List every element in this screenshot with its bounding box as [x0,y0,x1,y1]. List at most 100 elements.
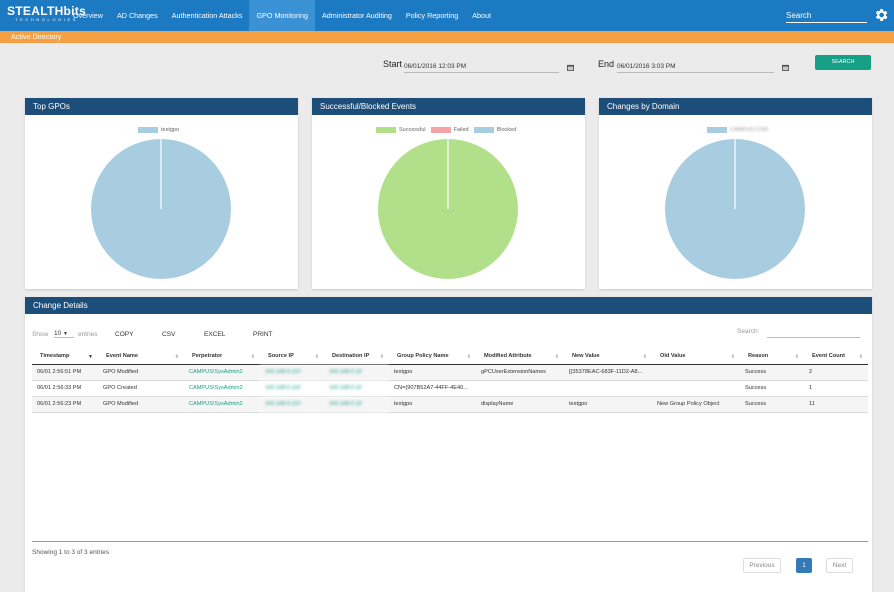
cell-modified-attribute: displayName [476,396,564,413]
legend-entry[interactable]: Failed [430,127,469,133]
cell-reason: Success [740,364,804,381]
app-logo[interactable]: STEALTHbits TECHNOLOGIES [7,5,86,23]
calendar-icon[interactable] [567,64,574,71]
cell-destination-ip[interactable]: 192.168.0.10 [324,380,389,397]
next-page-button[interactable]: Next [826,558,853,573]
col-label: Group Policy Name [397,353,449,360]
table-bottom-border [32,541,868,542]
cell-source-ip[interactable]: 192.168.0.110 [260,396,324,413]
sort-icon: ⬍ [250,354,255,360]
nav-item-about[interactable]: About [472,11,492,20]
col-header-group-policy-name[interactable]: Group Policy Name ⬍ [389,349,476,365]
sort-icon: ⬍ [466,354,471,360]
excel-button[interactable]: EXCEL [204,331,226,338]
panel-title: Change Details [25,297,872,314]
chevron-down-icon: ▼ [63,331,68,337]
sort-icon: ⬍ [554,354,559,360]
legend-label: CAMPUS.COM [730,127,768,133]
cell-modified-attribute [476,380,564,397]
events-pie-chart [378,139,518,279]
start-label: Start [383,59,403,69]
sort-icon: ⬍ [379,354,384,360]
cell-reason: Success [740,380,804,397]
cell-perpetrator[interactable]: CAMPUS\SysAdmin2 [184,396,260,413]
legend-label: Successful [399,127,426,133]
calendar-icon[interactable] [782,64,789,71]
col-label: Destination IP [332,353,370,360]
page-1-button[interactable]: 1 [796,558,812,573]
col-label: Perpetrator [192,353,223,360]
cell-source-ip[interactable]: 192.168.0.110 [260,380,324,397]
legend-label: Failed [453,127,469,133]
sort-icon: ⬍ [642,354,647,360]
col-header-destination-ip[interactable]: Destination IP ⬍ [324,349,389,365]
col-label: Timestamp [40,353,70,360]
cell-perpetrator[interactable]: CAMPUS\SysAdmin2 [184,380,260,397]
cell-old-value [652,380,740,397]
table-row[interactable]: 06/01 2:56:33 PM GPO Created CAMPUS\SysA… [32,380,868,397]
col-label: Event Count [812,353,845,360]
cell-event-count: 2 [804,364,868,381]
cell-new-value [564,380,652,397]
col-header-reason[interactable]: Reason ⬍ [740,349,804,365]
cell-destination-ip[interactable]: 192.168.0.10 [324,396,389,413]
col-header-modified-attribute[interactable]: Modified Attribute ⬍ [476,349,564,365]
print-button[interactable]: PRINT [253,331,273,338]
col-header-timestamp[interactable]: Timestamp ▼ [32,349,98,365]
search-button[interactable]: SEARCH [815,55,871,70]
end-date-input[interactable] [617,60,774,73]
previous-page-button[interactable]: Previous [743,558,781,573]
table-row[interactable]: 06/01 2:56:51 PM GPO Modified CAMPUS\Sys… [32,364,868,381]
col-label: Old Value [660,353,686,360]
cell-old-value [652,364,740,381]
sort-icon: ⬍ [794,354,799,360]
copy-button[interactable]: COPY [115,331,134,338]
table-row[interactable]: 06/01 2:56:23 PM GPO Modified CAMPUS\Sys… [32,396,868,413]
cell-event-name: GPO Created [98,380,184,397]
nav-item-gpo-monitoring[interactable]: GPO Monitoring [249,0,315,31]
domains-panel: Changes by Domain CAMPUS.COM [599,98,872,289]
start-date-input[interactable] [404,60,559,73]
legend-entry[interactable]: testgpo [138,127,179,133]
col-label: New Value [572,353,600,360]
legend-entry[interactable]: Successful [376,127,426,133]
cell-destination-ip[interactable]: 192.168.0.10 [324,364,389,381]
entries-label: entries [78,331,98,338]
page-size-value: 10 [54,330,62,337]
table-search-input[interactable] [767,327,860,338]
page-size-select[interactable]: 10 ▼ [54,330,74,338]
nav-item-ad-changes[interactable]: AD Changes [116,11,158,20]
nav-item-policy-reporting[interactable]: Policy Reporting [405,11,459,20]
nav-item-administrator-auditing[interactable]: Administrator Auditing [322,11,392,20]
panel-title: Successful/Blocked Events [312,98,585,115]
global-search-input[interactable] [786,9,867,23]
nav-item-authentication-attacks[interactable]: Authentication Attacks [171,11,243,20]
col-header-perpetrator[interactable]: Perpetrator ⬍ [184,349,260,365]
sort-icon: ⬍ [858,354,863,360]
legend-swatch [473,127,494,133]
cell-event-name: GPO Modified [98,364,184,381]
cell-group-policy-name: testgpo [389,396,476,413]
top-gpos-panel: Top GPOs testgpo [25,98,298,289]
gear-icon[interactable] [873,7,889,23]
col-header-old-value[interactable]: Old Value ⬍ [652,349,740,365]
cell-source-ip[interactable]: 192.168.0.110 [260,364,324,381]
table-search-label: Search: [737,328,760,335]
csv-button[interactable]: CSV [162,331,176,338]
top-navbar: STEALTHbits TECHNOLOGIES Overview AD Cha… [0,0,894,31]
col-header-event-count[interactable]: Event Count ⬍ [804,349,868,365]
col-header-new-value[interactable]: New Value ⬍ [564,349,652,365]
cell-new-value: [{35378EAC-683F-11D2-A8... [564,364,652,381]
legend-entry[interactable]: CAMPUS.COM [707,127,768,133]
col-header-event-name[interactable]: Event Name ⬍ [98,349,184,365]
col-label: Event Name [106,353,139,360]
chart-legend: CAMPUS.COM [707,126,773,134]
section-title: Active Directory [11,32,62,41]
legend-entry[interactable]: Blocked [473,127,516,133]
table-header-row: Timestamp ▼ Event Name ⬍ Perpetrator ⬍ Sour… [32,349,868,365]
events-panel: Successful/Blocked Events Successful Fai… [312,98,585,289]
section-bar: Active Directory [0,31,894,43]
nav-item-overview[interactable]: Overview [73,11,103,20]
col-header-source-ip[interactable]: Source IP ⬍ [260,349,324,365]
cell-perpetrator[interactable]: CAMPUS\SysAdmin2 [184,364,260,381]
